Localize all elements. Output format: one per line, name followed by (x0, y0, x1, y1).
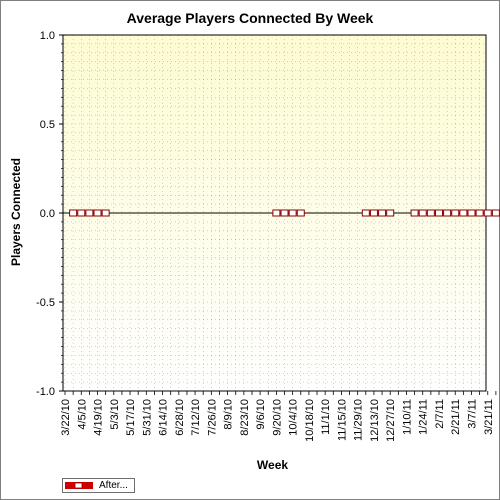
data-point-marker (77, 209, 86, 217)
data-point-marker (434, 209, 443, 217)
x-tick-label: 10/4/10 (288, 399, 300, 436)
chart-title: Average Players Connected By Week (126, 10, 374, 26)
series-after (63, 209, 500, 217)
data-point-marker (467, 209, 476, 217)
x-tick-label: 3/22/10 (60, 399, 72, 436)
x-tick-label: 9/20/10 (271, 399, 283, 436)
x-tick-label: 5/17/10 (125, 399, 137, 436)
x-axis-title: Week (256, 458, 289, 472)
legend-label-after: After... (99, 480, 128, 491)
y-tick-label: 0.0 (40, 208, 55, 220)
x-tick-label: 1/10/11 (401, 399, 413, 435)
x-tick-label: 6/28/10 (174, 399, 186, 436)
data-point-marker (426, 209, 435, 217)
x-tick-label: 11/29/10 (353, 399, 365, 441)
data-point-marker (272, 209, 281, 217)
data-point-marker (443, 209, 452, 217)
x-tick-label: 4/5/10 (76, 399, 88, 430)
x-tick-label: 1/24/11 (418, 399, 430, 435)
x-tick-label: 11/1/10 (320, 399, 332, 435)
x-tick-label: 7/12/10 (190, 399, 202, 436)
data-point-marker (361, 209, 370, 217)
x-tick-label: 3/21/11 (483, 399, 495, 435)
y-tick-label: 1.0 (40, 30, 55, 42)
x-tick-label: 6/14/10 (158, 399, 170, 436)
data-point-marker (280, 209, 289, 217)
x-tick-label: 11/15/10 (336, 399, 348, 441)
data-point-marker (418, 209, 427, 217)
data-point-marker (101, 209, 110, 217)
axes: 1.0 0.5 0.0 -0.5 -1.0 3/22/10 4/5/10 4/19/10 5/3… (36, 30, 497, 442)
legend-swatch (65, 482, 93, 489)
x-tick-label: 12/13/10 (369, 399, 381, 442)
x-tick-label: 5/31/10 (141, 399, 153, 436)
data-point-marker (483, 209, 492, 217)
data-point-marker (378, 209, 387, 217)
x-tick-label: 12/27/10 (385, 399, 397, 442)
data-point-marker (451, 209, 460, 217)
x-tick-label: 2/7/11 (434, 399, 446, 429)
y-tick-label: -1.0 (36, 386, 55, 398)
y-tick-label: -0.5 (36, 297, 55, 309)
data-point-marker (386, 209, 395, 217)
data-point-marker (475, 209, 484, 217)
data-point-marker (296, 209, 305, 217)
data-point-marker (369, 209, 378, 217)
data-point-marker (93, 209, 102, 217)
data-point-marker (69, 209, 78, 217)
data-point-marker (491, 209, 500, 217)
x-tick-label: 8/23/10 (239, 399, 251, 436)
data-point-marker (459, 209, 468, 217)
x-tick-label: 5/3/10 (109, 399, 121, 430)
x-tick-label: 9/6/10 (255, 399, 267, 430)
x-tick-label: 3/7/11 (467, 399, 479, 429)
data-point-marker (410, 209, 419, 217)
x-tick-label: 7/26/10 (206, 399, 218, 436)
data-point-marker (288, 209, 297, 217)
x-tick-label: 10/18/10 (304, 399, 316, 442)
y-tick-label: 0.5 (40, 119, 55, 131)
x-tick-label: 2/21/11 (450, 399, 462, 435)
legend: After... (62, 478, 135, 493)
x-tick-label: 8/9/10 (223, 399, 235, 430)
data-point-marker (85, 209, 94, 217)
x-tick-label: 4/19/10 (93, 399, 105, 436)
